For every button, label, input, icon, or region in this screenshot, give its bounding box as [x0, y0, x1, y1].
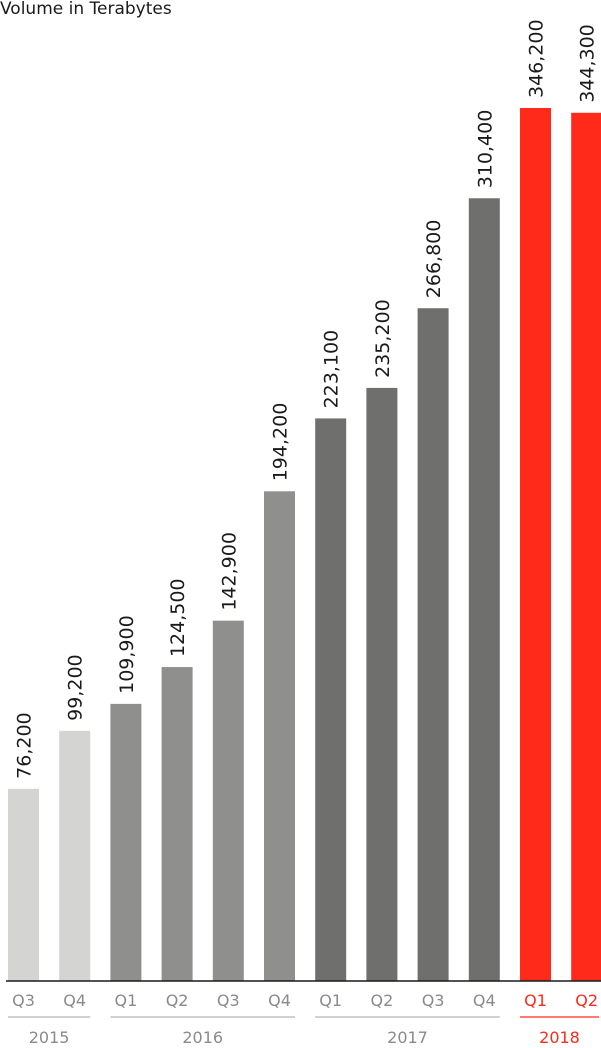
value-label: 235,200 — [372, 299, 394, 378]
chart-subtitle: Volume in Terabytes — [0, 0, 172, 19]
quarter-labels-group: Q3 Q4 Q1 Q2 Q3 Q4 Q1 Q2 Q3 Q4 Q1 Q2 — [12, 991, 598, 1010]
bar-q3-4 — [212, 620, 244, 981]
bar-q1-2 — [110, 703, 142, 981]
bar-q2-7 — [366, 387, 398, 982]
bar-q1-6 — [315, 418, 347, 981]
bar-q4-5 — [264, 491, 295, 981]
quarter-label: Q4 — [63, 991, 86, 1010]
quarter-label: Q1 — [524, 991, 547, 1010]
value-label: 99,200 — [65, 654, 87, 720]
quarter-label: Q3 — [217, 991, 240, 1010]
value-labels-group: 76,200 99,200 109,900 124,500 142,900 194,200… — [14, 19, 599, 778]
value-label: 109,900 — [116, 615, 138, 694]
quarter-label: Q2 — [575, 991, 598, 1010]
quarter-label: Q3 — [422, 991, 445, 1010]
value-label: 223,100 — [321, 330, 343, 409]
year-label-2017: 2017 — [387, 1028, 428, 1047]
quarter-label: Q2 — [166, 991, 189, 1010]
bar-q2-11 — [571, 112, 601, 982]
quarter-label: Q4 — [268, 991, 291, 1010]
value-label: 344,300 — [577, 24, 599, 103]
year-labels-group: 2015 2016 2017 2018 — [8, 1016, 599, 1047]
year-label-2015: 2015 — [29, 1028, 70, 1047]
bar-q4-9 — [468, 198, 500, 981]
value-label: 266,800 — [423, 220, 445, 299]
value-label: 142,900 — [218, 532, 240, 611]
bar-q3-0 — [8, 788, 39, 981]
quarter-label: Q4 — [473, 991, 496, 1010]
quarter-label: Q1 — [115, 991, 138, 1010]
quarter-label: Q2 — [371, 991, 394, 1010]
value-label: 194,200 — [270, 403, 292, 482]
value-label: 346,200 — [526, 19, 548, 98]
bars-group — [8, 108, 601, 982]
bar-q2-3 — [161, 667, 193, 981]
bar-q4-1 — [59, 730, 91, 981]
bar-q1-10 — [520, 108, 551, 981]
quarter-label: Q3 — [12, 991, 35, 1010]
value-label: 124,500 — [167, 578, 189, 657]
year-label-2018: 2018 — [539, 1028, 580, 1047]
value-label: 76,200 — [14, 712, 36, 778]
year-label-2016: 2016 — [182, 1028, 223, 1047]
quarter-label: Q1 — [319, 991, 342, 1010]
bar-q3-8 — [417, 308, 449, 981]
value-label: 310,400 — [474, 110, 496, 189]
